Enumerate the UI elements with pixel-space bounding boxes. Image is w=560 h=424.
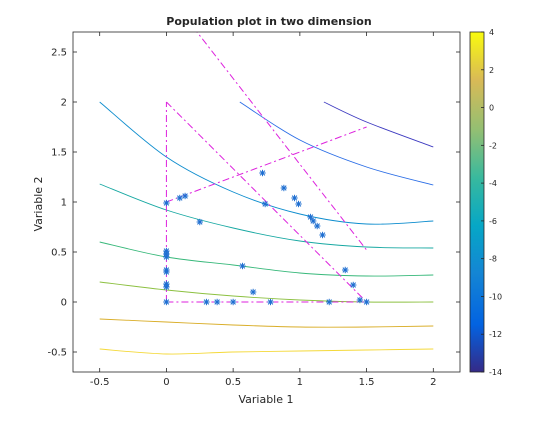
constraint-line-3 bbox=[166, 126, 367, 203]
data-point bbox=[196, 218, 203, 226]
data-point bbox=[163, 280, 170, 288]
data-point bbox=[163, 298, 170, 306]
data-point bbox=[203, 298, 210, 306]
data-point bbox=[307, 213, 314, 221]
colorbar-tick-label: -8 bbox=[489, 255, 497, 264]
plot-area: -0.5 0 0.5 1 1.5 2 -0.5 0 0.5 1 1.5 2 2.5 bbox=[47, 31, 461, 388]
data-point bbox=[342, 266, 349, 274]
data-point bbox=[176, 194, 183, 202]
contour-line-2 bbox=[99, 101, 434, 225]
x-axis-label: Variable 1 bbox=[238, 393, 293, 406]
contour-line-7 bbox=[99, 348, 434, 355]
data-point bbox=[267, 298, 274, 306]
y-axis-label: Variable 2 bbox=[32, 176, 45, 231]
y-tick-label: 0 bbox=[61, 298, 67, 309]
contour-line-4 bbox=[99, 241, 434, 277]
y-tick-label: 0.5 bbox=[51, 248, 67, 259]
data-point bbox=[249, 288, 257, 296]
data-point bbox=[259, 169, 266, 177]
contour-line-0 bbox=[323, 101, 434, 148]
data-point bbox=[310, 217, 317, 225]
colorbar-tick-label: 4 bbox=[489, 28, 494, 37]
colorbar-tick-label: -6 bbox=[489, 217, 497, 226]
data-point bbox=[350, 281, 357, 289]
data-point bbox=[163, 199, 170, 207]
x-tick-label: 0.5 bbox=[225, 377, 241, 388]
colorbar-tick-label: -10 bbox=[489, 292, 502, 301]
x-tick-label: 1 bbox=[297, 377, 303, 388]
data-point bbox=[363, 298, 370, 306]
data-point bbox=[261, 200, 269, 208]
y-tick-label: 2 bbox=[61, 98, 67, 109]
data-point bbox=[229, 298, 237, 306]
data-point bbox=[181, 192, 189, 200]
colorbar-tick-label: -2 bbox=[489, 141, 497, 150]
x-tick-label: -0.5 bbox=[90, 377, 110, 388]
colorbar-tick-label: -4 bbox=[489, 179, 497, 188]
x-tick-label: 2 bbox=[430, 377, 436, 388]
data-point bbox=[291, 194, 298, 202]
data-point bbox=[295, 200, 302, 208]
colorbar-tick-label: -14 bbox=[489, 368, 502, 377]
data-point bbox=[319, 231, 326, 239]
y-tick-label: 1.5 bbox=[51, 148, 67, 159]
colorbar: 4 2 0 -2 -4 -6 -8 -10 -12 -14 bbox=[469, 28, 502, 377]
contour-line-3 bbox=[99, 183, 434, 249]
data-point bbox=[163, 247, 170, 255]
chart-title: Population plot in two dimension bbox=[166, 15, 371, 28]
contour-line-1 bbox=[239, 101, 434, 186]
data-point bbox=[163, 266, 170, 274]
data-point bbox=[280, 184, 288, 192]
data-point bbox=[326, 298, 333, 306]
data-point bbox=[239, 262, 246, 270]
y-tick-label: 1 bbox=[61, 198, 67, 209]
colorbar-tick-label: -12 bbox=[489, 330, 502, 339]
data-point bbox=[314, 222, 321, 230]
data-point bbox=[356, 296, 364, 304]
plot-content bbox=[99, 32, 434, 355]
colorbar-tick-label: 2 bbox=[489, 66, 494, 75]
contour-line-6 bbox=[99, 318, 434, 328]
colorbar-tick-label: 0 bbox=[489, 104, 494, 113]
data-point bbox=[213, 298, 221, 306]
constraint-line-4 bbox=[196, 32, 367, 251]
colorbar-gradient bbox=[469, 31, 485, 373]
x-tick-label: 0 bbox=[163, 377, 169, 388]
x-tick-label: 1.5 bbox=[359, 377, 375, 388]
y-tick-label: 2.5 bbox=[51, 48, 67, 59]
y-tick-label: -0.5 bbox=[47, 348, 67, 359]
contour-line-5 bbox=[99, 281, 434, 303]
